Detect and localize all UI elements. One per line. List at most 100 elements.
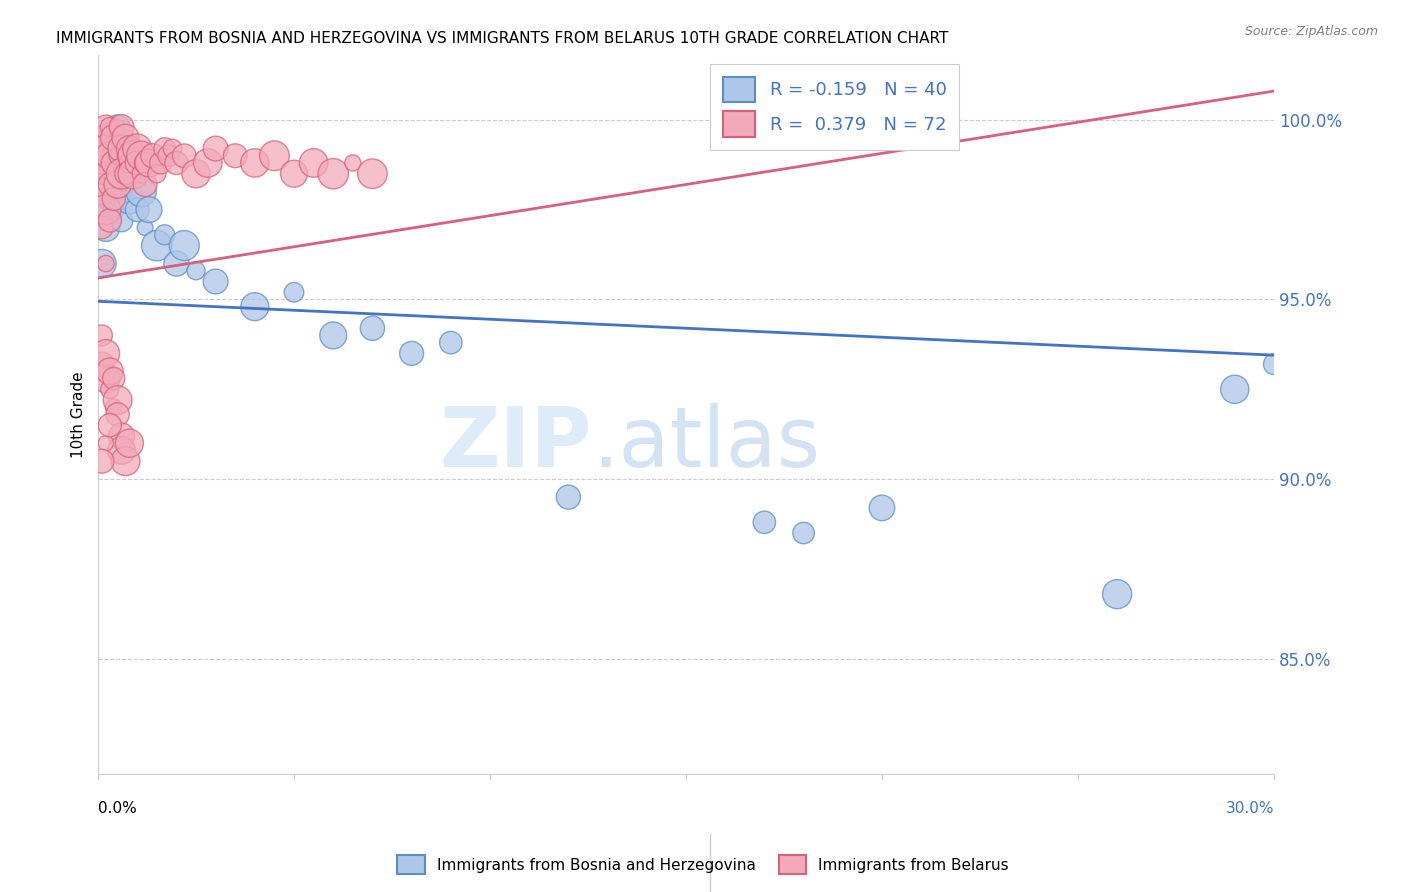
Point <box>754 515 776 529</box>
Point <box>110 167 132 181</box>
Point <box>165 256 187 270</box>
Point <box>122 149 145 163</box>
Point <box>162 142 184 156</box>
Point <box>146 167 169 181</box>
Point <box>224 149 246 163</box>
Point <box>127 202 149 217</box>
Point <box>110 156 132 170</box>
Point <box>283 285 305 300</box>
Point <box>110 443 132 458</box>
Point <box>153 227 176 242</box>
Point <box>91 130 114 145</box>
Point <box>138 202 160 217</box>
Point <box>107 408 129 422</box>
Point <box>157 149 180 163</box>
Point <box>118 142 141 156</box>
Point <box>91 328 114 343</box>
Point <box>138 156 160 170</box>
Point <box>122 167 145 181</box>
Point <box>98 167 121 181</box>
Point <box>94 202 117 217</box>
Point <box>283 167 305 181</box>
Point <box>103 401 125 415</box>
Point <box>184 264 207 278</box>
Point <box>263 149 285 163</box>
Point <box>107 393 129 408</box>
Point <box>91 256 114 270</box>
Point <box>440 335 463 350</box>
Text: Source: ZipAtlas.com: Source: ZipAtlas.com <box>1244 25 1378 38</box>
Point <box>173 149 195 163</box>
Point <box>127 156 149 170</box>
Point <box>103 156 125 170</box>
Text: 30.0%: 30.0% <box>1226 801 1274 816</box>
Point <box>870 500 893 515</box>
Point <box>134 178 156 192</box>
Text: .atlas: .atlas <box>592 402 820 483</box>
Point <box>94 256 117 270</box>
Point <box>103 149 125 163</box>
Point <box>107 185 129 199</box>
Point <box>91 454 114 468</box>
Point <box>153 142 176 156</box>
Legend: Immigrants from Bosnia and Herzegovina, Immigrants from Belarus: Immigrants from Bosnia and Herzegovina, … <box>391 849 1015 880</box>
Point <box>107 149 129 163</box>
Point <box>110 142 132 156</box>
Point <box>98 149 121 163</box>
Point <box>197 156 219 170</box>
Point <box>173 238 195 252</box>
Point <box>184 167 207 181</box>
Point <box>107 120 129 134</box>
Point <box>114 130 136 145</box>
Point <box>1107 587 1129 601</box>
Point <box>118 156 141 170</box>
Point <box>114 167 136 181</box>
Point <box>243 156 266 170</box>
Point <box>91 202 114 217</box>
Point <box>243 300 266 314</box>
Point <box>94 167 117 181</box>
Point <box>110 120 132 134</box>
Point <box>94 142 117 156</box>
Point <box>557 490 579 504</box>
Point <box>98 192 121 206</box>
Text: ZIP: ZIP <box>440 402 592 483</box>
Point <box>98 382 121 396</box>
Point <box>98 120 121 134</box>
Point <box>110 429 132 443</box>
Point <box>793 526 815 541</box>
Point <box>361 321 384 335</box>
Point <box>114 178 136 192</box>
Point <box>322 328 344 343</box>
Point <box>127 142 149 156</box>
Point <box>165 156 187 170</box>
Point <box>204 142 226 156</box>
Point <box>103 202 125 217</box>
Point <box>98 130 121 145</box>
Point <box>401 346 423 360</box>
Point <box>94 436 117 450</box>
Point <box>1263 357 1285 371</box>
Point <box>91 220 114 235</box>
Point <box>302 156 325 170</box>
Point <box>103 192 125 206</box>
Point <box>204 275 226 289</box>
Point <box>114 130 136 145</box>
Point <box>103 371 125 385</box>
Point <box>91 185 114 199</box>
Point <box>129 185 152 199</box>
Point <box>94 167 117 181</box>
Point <box>114 454 136 468</box>
Point <box>107 178 129 192</box>
Point <box>98 178 121 192</box>
Point <box>146 238 169 252</box>
Point <box>98 418 121 433</box>
Point <box>94 120 117 134</box>
Point <box>122 167 145 181</box>
Point <box>114 149 136 163</box>
Point <box>129 167 152 181</box>
Point <box>149 156 172 170</box>
Text: IMMIGRANTS FROM BOSNIA AND HERZEGOVINA VS IMMIGRANTS FROM BELARUS 10TH GRADE COR: IMMIGRANTS FROM BOSNIA AND HERZEGOVINA V… <box>56 31 949 46</box>
Point <box>342 156 364 170</box>
Point <box>107 120 129 134</box>
